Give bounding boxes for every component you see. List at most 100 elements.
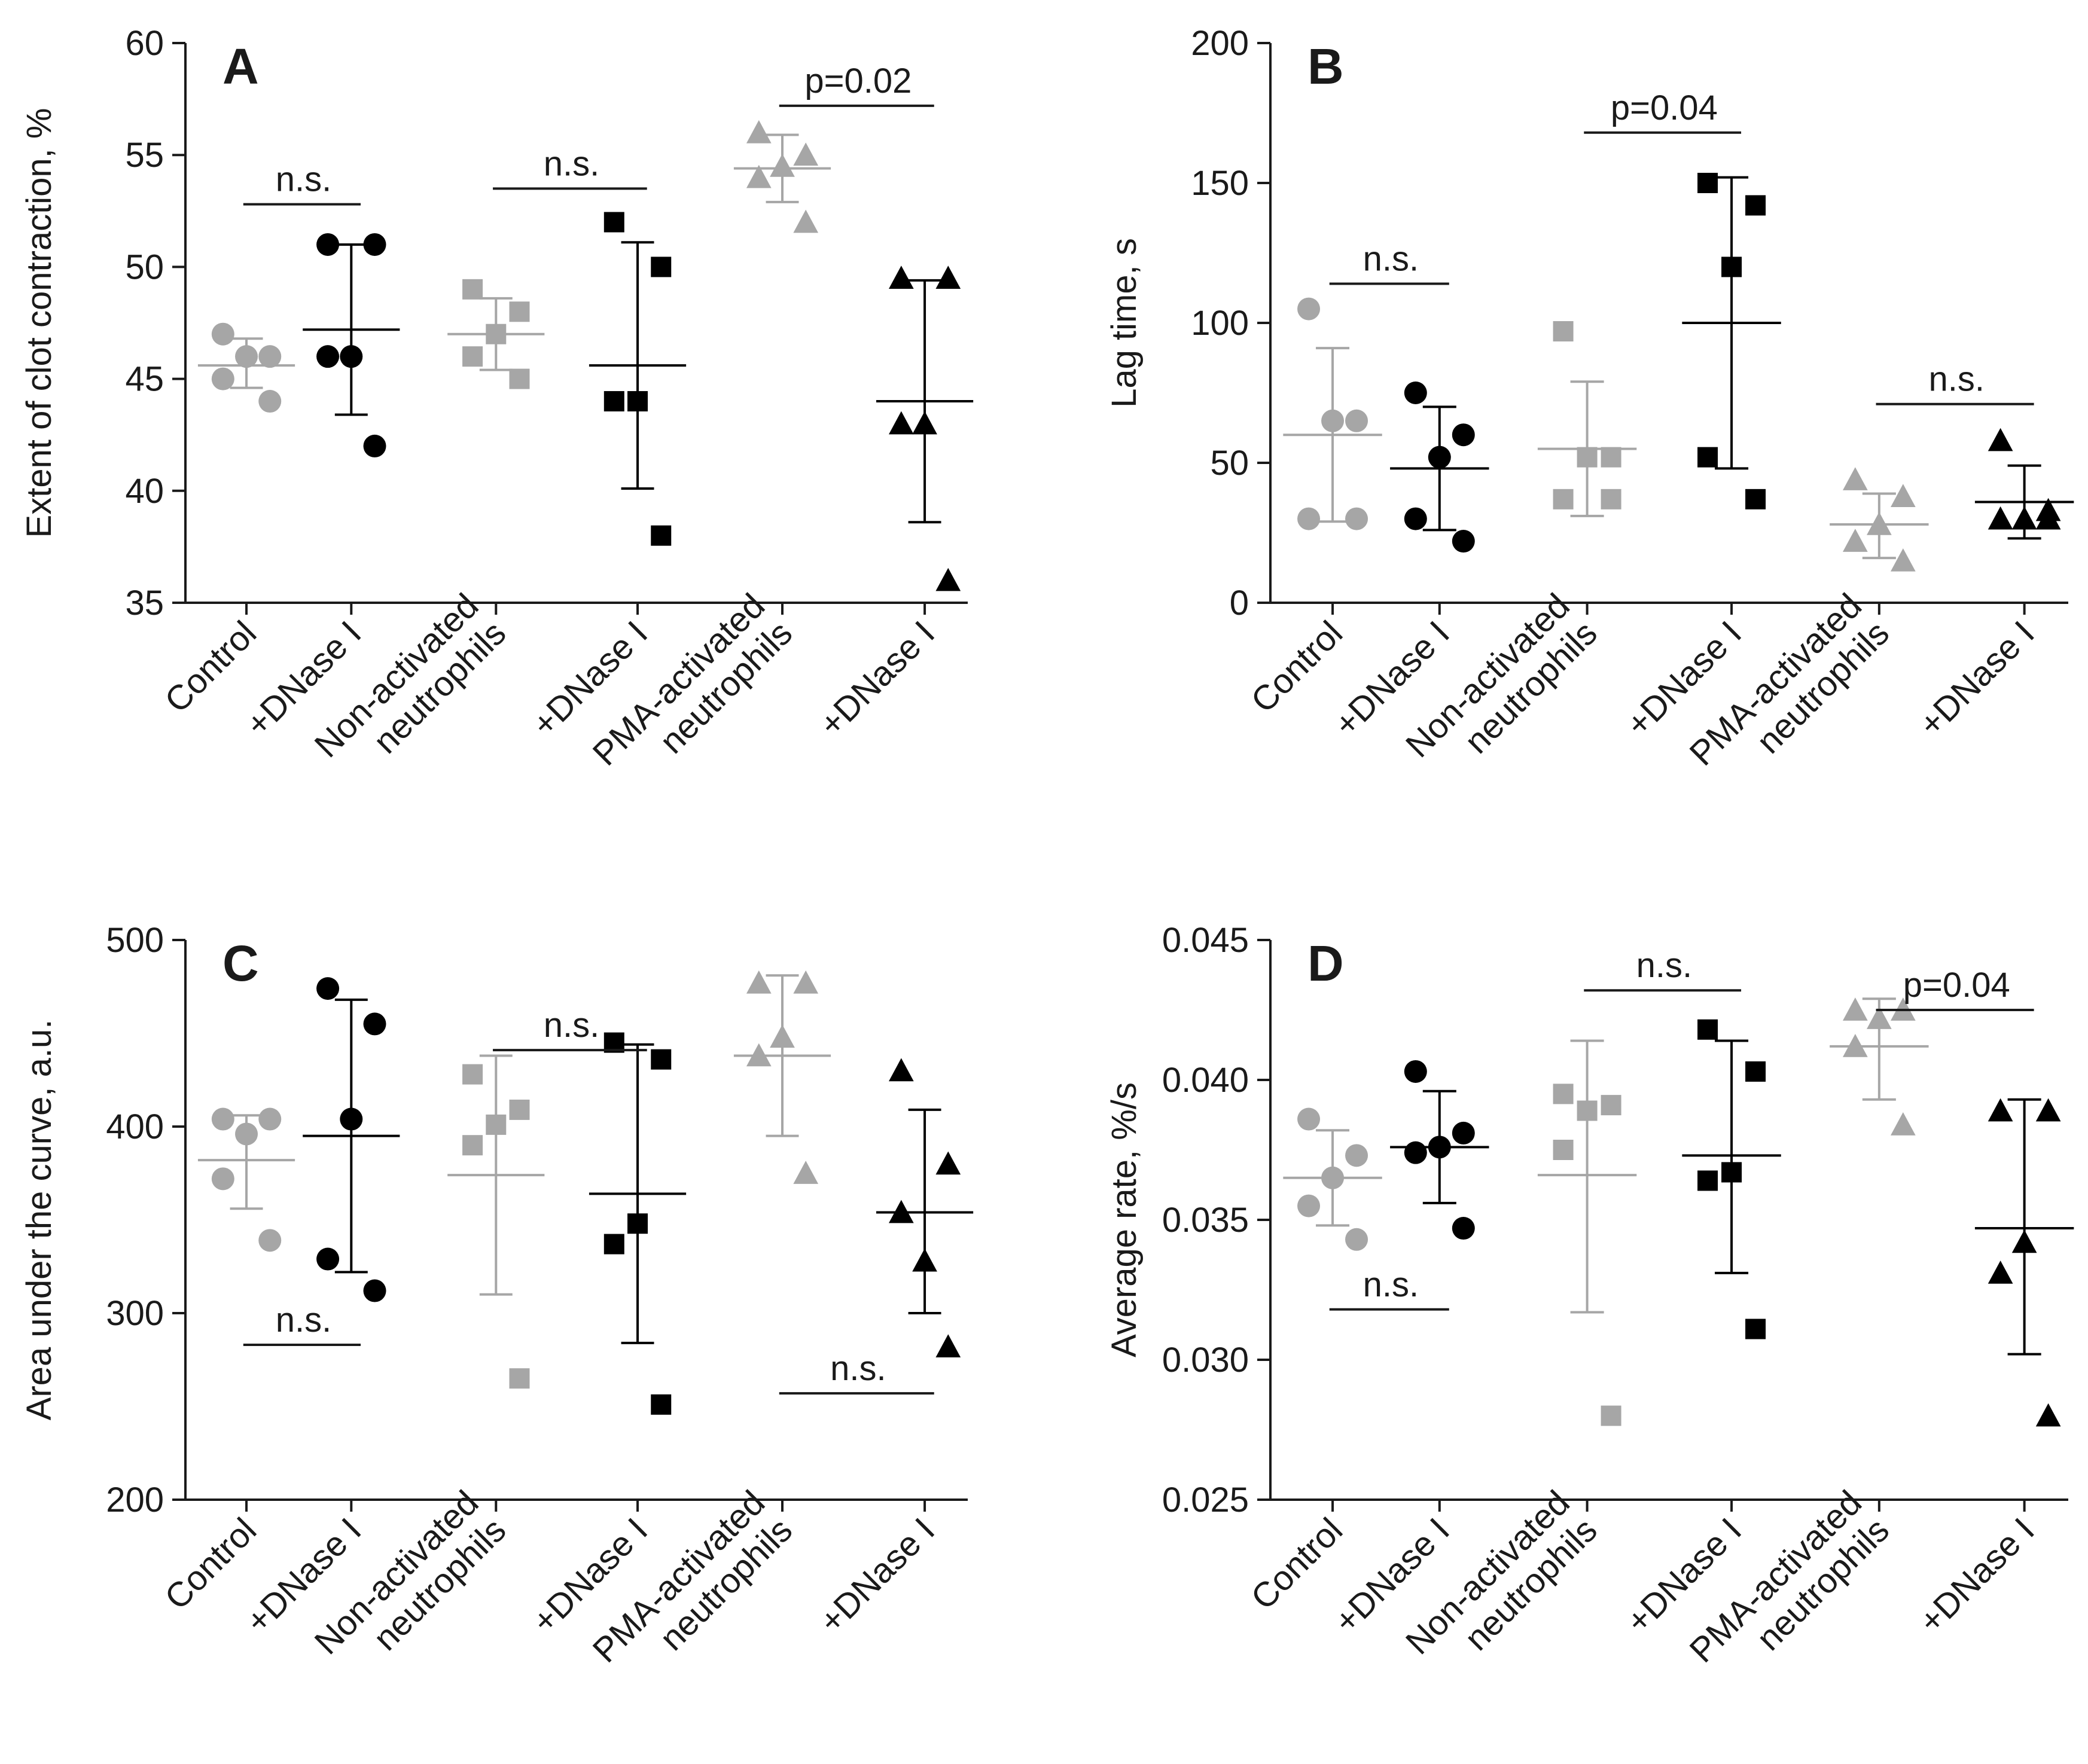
- data-point: [1988, 428, 2013, 451]
- y-tick-label: 50: [125, 248, 164, 286]
- y-tick-label: 0.035: [1162, 1201, 1249, 1240]
- data-point: [770, 1024, 795, 1048]
- data-point: [1697, 1019, 1718, 1040]
- data-point: [912, 411, 937, 435]
- y-tick-label: 0.045: [1162, 921, 1249, 960]
- data-point: [1404, 1141, 1427, 1164]
- series-3: [1537, 1039, 1637, 1426]
- series-3: [447, 279, 545, 389]
- x-category-label: +DNase I: [1912, 1510, 2042, 1641]
- data-point: [746, 120, 772, 144]
- data-point: [1428, 1136, 1451, 1159]
- data-point: [1297, 1107, 1321, 1131]
- x-category-label: Control: [1243, 614, 1350, 720]
- data-point: [1988, 1261, 2013, 1284]
- data-point: [258, 345, 282, 368]
- data-point: [1890, 548, 1916, 572]
- x-category-label: Control: [1243, 1510, 1350, 1617]
- series-4: [589, 212, 687, 546]
- series-5: [733, 120, 831, 233]
- data-point: [1297, 297, 1321, 321]
- y-tick-label: 60: [125, 24, 164, 63]
- data-point: [1404, 507, 1427, 530]
- data-point: [888, 1058, 914, 1082]
- data-point: [509, 1099, 530, 1120]
- data-point: [1842, 529, 1868, 552]
- y-tick-label: 0.030: [1162, 1341, 1249, 1380]
- panel-letter: C: [222, 935, 259, 991]
- x-category-label-line: Control: [157, 614, 264, 720]
- data-point: [363, 1012, 386, 1036]
- y-tick-label: 200: [106, 1481, 164, 1519]
- data-point: [770, 154, 795, 177]
- y-tick-label: 0: [1230, 584, 1249, 622]
- significance-label: p=0.04: [1611, 88, 1718, 127]
- data-point: [1345, 409, 1368, 432]
- data-point: [1577, 1100, 1598, 1121]
- x-category-label: PMA-activatedneutrophils: [1682, 1483, 1897, 1698]
- series-1: [197, 1107, 295, 1252]
- data-point: [888, 1200, 914, 1223]
- data-point: [603, 1234, 624, 1255]
- data-point: [1321, 1166, 1345, 1189]
- data-point: [340, 1107, 363, 1131]
- panel-letter: A: [222, 38, 259, 94]
- x-category-label: Control: [157, 1510, 264, 1617]
- significance-label: n.s.: [276, 160, 332, 199]
- x-category-label-line: +DNase I: [812, 1510, 942, 1641]
- data-point: [462, 346, 483, 367]
- data-point: [793, 1161, 819, 1184]
- data-point: [1697, 447, 1718, 468]
- data-point: [651, 1394, 672, 1415]
- data-point: [1866, 1006, 1892, 1029]
- x-category-label-line: Control: [1243, 614, 1350, 720]
- series-6: [1974, 1098, 2074, 1427]
- y-axis-title: Average rate, %/s: [1105, 1082, 1144, 1357]
- data-point: [1842, 1033, 1868, 1057]
- y-tick-label: 55: [125, 136, 164, 175]
- panel-d: 0.025 0.030 0.035 0.040 0.045 Average rate, %…: [1105, 921, 2074, 1698]
- x-category-label: PMA-activatedneutrophils: [586, 586, 800, 801]
- data-point: [1745, 195, 1766, 216]
- data-point: [603, 391, 624, 412]
- data-point: [2011, 506, 2037, 530]
- data-point: [1890, 484, 1916, 508]
- data-point: [258, 390, 282, 413]
- data-point: [935, 1334, 961, 1358]
- series-5: [1830, 467, 1929, 572]
- data-point: [746, 1043, 772, 1067]
- series-4: [1682, 1019, 1781, 1339]
- data-point: [651, 525, 672, 546]
- panel-c: 200 300 400 500 Area under the curve, a.u. C C…: [20, 921, 974, 1670]
- data-point: [1553, 1084, 1574, 1104]
- data-point: [1297, 507, 1321, 530]
- data-point: [316, 233, 340, 256]
- data-point: [793, 209, 819, 233]
- data-point: [1842, 467, 1868, 490]
- data-point: [1345, 507, 1368, 530]
- data-point: [363, 233, 386, 256]
- data-point: [1452, 1121, 1475, 1145]
- data-point: [258, 1107, 282, 1131]
- data-point: [1842, 997, 1868, 1021]
- data-point: [888, 265, 914, 289]
- y-tick-label: 50: [1210, 444, 1249, 483]
- x-category-label-line: Control: [1243, 1510, 1350, 1617]
- data-point: [2035, 1403, 2061, 1427]
- data-point: [2035, 1098, 2061, 1122]
- y-tick-label: 35: [125, 584, 164, 622]
- data-point: [509, 368, 530, 389]
- data-point: [211, 322, 234, 346]
- data-point: [793, 970, 819, 994]
- data-point: [793, 142, 819, 166]
- series-6: [876, 265, 974, 591]
- data-point: [1404, 1060, 1427, 1083]
- data-point: [258, 1229, 282, 1252]
- panel-letter: D: [1307, 935, 1344, 991]
- data-point: [211, 1167, 234, 1191]
- data-point: [2035, 506, 2061, 530]
- data-point: [1601, 1405, 1621, 1426]
- data-point: [462, 1064, 483, 1085]
- data-point: [363, 434, 386, 457]
